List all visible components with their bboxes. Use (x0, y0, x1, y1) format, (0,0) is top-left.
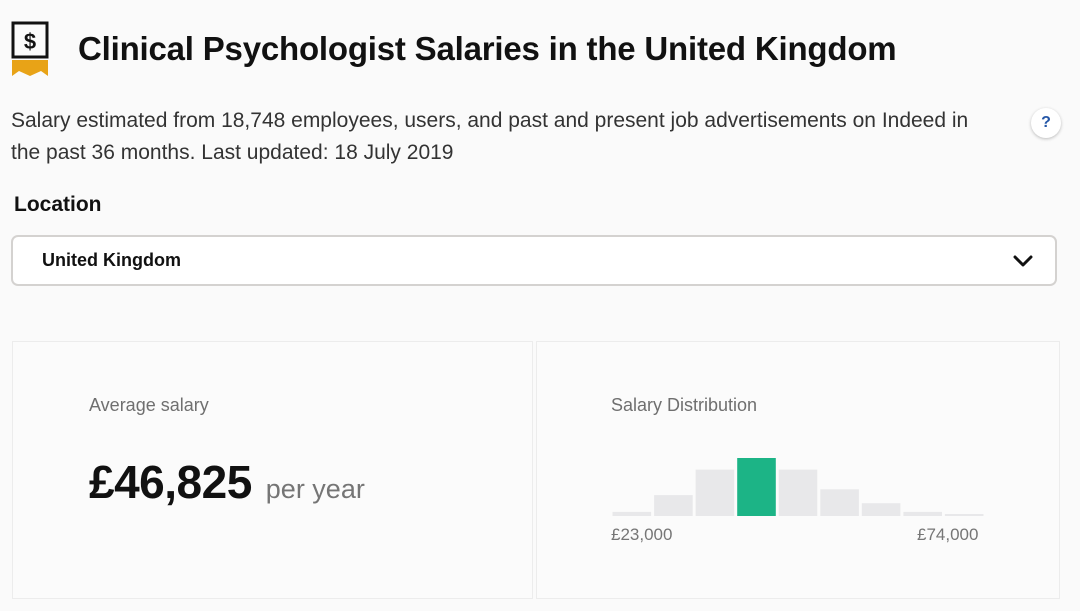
salary-distribution-histogram (612, 458, 984, 516)
chevron-down-icon (1013, 255, 1033, 266)
salary-dollar-icon: $ (10, 20, 50, 78)
histogram-bar (654, 495, 693, 516)
location-label: Location (14, 193, 102, 216)
distribution-min-label: £23,000 (611, 525, 673, 544)
salary-estimate-description: Salary estimated from 18,748 employees, … (11, 109, 969, 164)
histogram-bar (820, 489, 859, 516)
salary-period: per year (265, 474, 365, 504)
help-button[interactable]: ? (1031, 108, 1061, 138)
average-salary-amount: £46,825 (89, 456, 252, 508)
location-selected-value: United Kingdom (42, 250, 181, 270)
histogram-bar (861, 503, 901, 516)
page-title: Clinical Psychologist Salaries in the Un… (78, 30, 897, 67)
distribution-max-label: £74,000 (917, 525, 979, 544)
salary-distribution-label: Salary Distribution (611, 395, 758, 415)
histogram-bar (695, 469, 735, 516)
histogram-bar (612, 511, 652, 516)
svg-text:$: $ (24, 29, 36, 54)
salary-distribution-card: Salary Distribution £23,000 £74,000 (536, 341, 1060, 599)
average-salary-label: Average salary (89, 395, 209, 415)
average-salary-row: £46,825 per year (89, 455, 365, 509)
question-mark-icon: ? (1041, 114, 1051, 131)
histogram-bar-highlighted (737, 458, 776, 516)
histogram-bar (944, 514, 984, 516)
histogram-bar (903, 511, 942, 516)
location-dropdown[interactable]: United Kingdom (11, 235, 1057, 286)
histogram-bar (778, 469, 818, 516)
page-header: $ Clinical Psychologist Salaries in the … (10, 20, 897, 78)
average-salary-card: Average salary £46,825 per year (12, 341, 533, 599)
